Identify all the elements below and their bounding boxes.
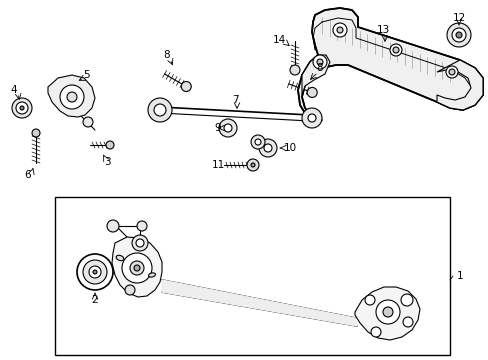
Ellipse shape [148,273,155,277]
Circle shape [20,106,24,110]
Circle shape [370,327,380,337]
Circle shape [246,159,259,171]
Text: 12: 12 [451,13,465,23]
Circle shape [250,135,264,149]
Circle shape [219,119,237,137]
Bar [55,197,449,355]
Ellipse shape [116,255,123,261]
Circle shape [136,239,143,247]
Polygon shape [302,55,329,95]
Text: 4: 4 [11,85,17,95]
Circle shape [445,66,457,78]
Circle shape [122,253,152,283]
Polygon shape [48,75,95,117]
Circle shape [392,47,398,53]
Text: 2: 2 [92,295,98,305]
Circle shape [16,102,28,114]
Circle shape [259,139,276,157]
Polygon shape [112,237,162,297]
Circle shape [125,285,135,295]
Circle shape [306,87,317,98]
Circle shape [332,23,346,37]
Circle shape [389,44,401,56]
Text: 7: 7 [231,95,238,105]
Circle shape [307,114,315,122]
Circle shape [107,220,119,232]
Circle shape [137,221,147,231]
Circle shape [12,98,32,118]
Circle shape [93,270,97,274]
Text: 8: 8 [163,50,170,60]
Text: 5: 5 [82,70,89,80]
Circle shape [254,139,261,145]
Polygon shape [354,287,419,340]
Circle shape [134,265,140,271]
Circle shape [336,27,342,33]
Circle shape [60,85,84,109]
Text: 9: 9 [214,123,221,133]
Circle shape [312,55,326,69]
Circle shape [83,117,93,127]
Circle shape [446,23,470,47]
Polygon shape [436,60,482,110]
Circle shape [402,317,412,327]
Circle shape [83,260,107,284]
Circle shape [455,32,461,38]
Circle shape [364,295,374,305]
Circle shape [382,307,392,317]
Circle shape [154,104,165,116]
Circle shape [181,81,191,91]
Text: 6: 6 [24,170,31,180]
Circle shape [89,266,101,278]
Circle shape [67,92,77,102]
Circle shape [289,65,299,75]
Circle shape [264,144,271,152]
Circle shape [148,98,172,122]
Circle shape [250,163,254,167]
Circle shape [316,59,323,65]
Polygon shape [297,8,482,125]
Circle shape [302,108,321,128]
Circle shape [400,294,412,306]
Circle shape [32,129,40,137]
Circle shape [224,124,231,132]
Circle shape [448,69,454,75]
Text: 10: 10 [283,143,296,153]
Circle shape [451,28,465,42]
Text: 3: 3 [103,157,110,167]
Text: 8: 8 [316,63,323,73]
Text: 14: 14 [272,35,285,45]
Text: 13: 13 [376,25,389,35]
Circle shape [132,235,148,251]
Circle shape [77,254,113,290]
Circle shape [106,141,114,149]
Circle shape [375,300,399,324]
Text: 1: 1 [456,271,462,281]
Polygon shape [162,280,356,326]
Circle shape [130,261,143,275]
Text: 11: 11 [211,160,224,170]
